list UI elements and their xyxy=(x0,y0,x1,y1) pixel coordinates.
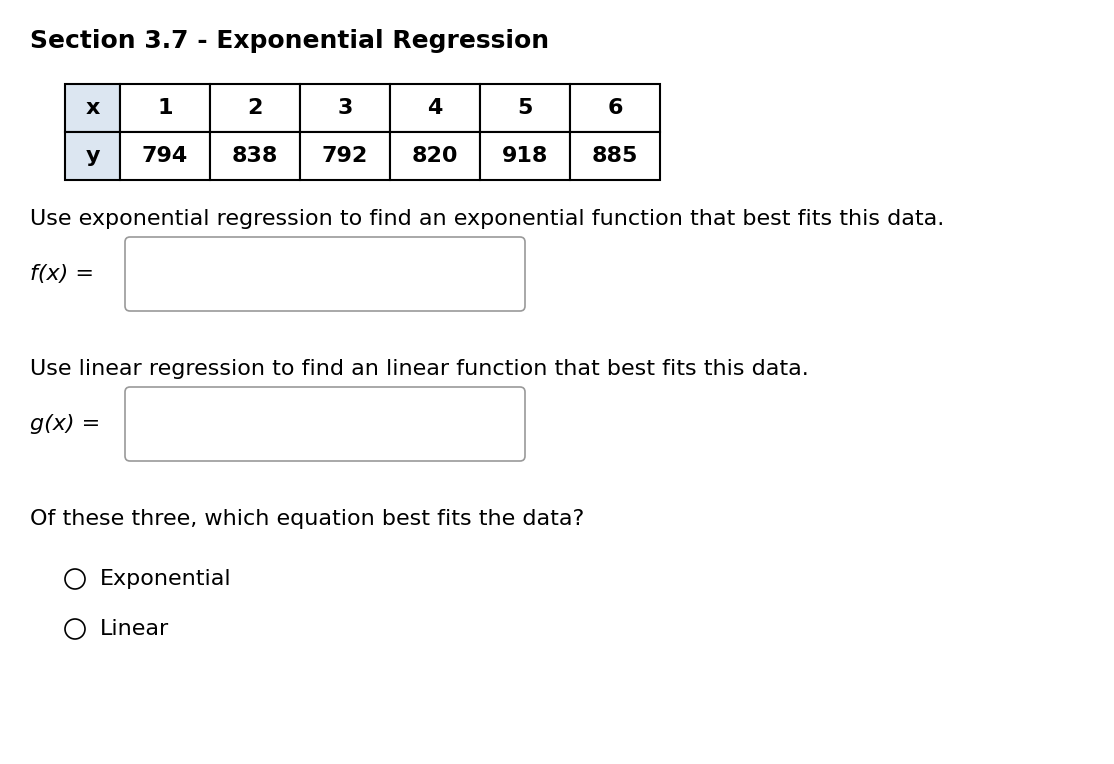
Bar xyxy=(570,132,659,180)
Bar xyxy=(390,132,480,180)
Text: x: x xyxy=(86,98,99,118)
Bar xyxy=(300,84,390,132)
Text: 885: 885 xyxy=(592,146,638,166)
Text: 4: 4 xyxy=(428,98,442,118)
Text: Section 3.7 - Exponential Regression: Section 3.7 - Exponential Regression xyxy=(30,29,549,53)
Text: Linear: Linear xyxy=(100,619,169,639)
Text: 918: 918 xyxy=(501,146,548,166)
FancyBboxPatch shape xyxy=(125,237,525,311)
Text: 3: 3 xyxy=(338,98,353,118)
Text: 794: 794 xyxy=(141,146,188,166)
Bar xyxy=(65,84,120,132)
Text: Use exponential regression to find an exponential function that best fits this d: Use exponential regression to find an ex… xyxy=(30,209,945,229)
Bar xyxy=(211,132,300,180)
Bar xyxy=(480,132,570,180)
Bar xyxy=(570,84,659,132)
Bar xyxy=(300,132,390,180)
Text: g(x) =: g(x) = xyxy=(30,414,100,434)
Text: Use linear regression to find an linear function that best fits this data.: Use linear regression to find an linear … xyxy=(30,359,809,379)
Bar xyxy=(120,84,211,132)
Text: 838: 838 xyxy=(232,146,278,166)
Text: 1: 1 xyxy=(157,98,173,118)
Text: 6: 6 xyxy=(607,98,623,118)
Text: f(x) =: f(x) = xyxy=(30,264,94,284)
Text: y: y xyxy=(86,146,100,166)
Text: Exponential: Exponential xyxy=(100,569,232,589)
Bar xyxy=(390,84,480,132)
Bar xyxy=(211,84,300,132)
Text: 2: 2 xyxy=(247,98,263,118)
Text: 820: 820 xyxy=(412,146,458,166)
Bar xyxy=(120,132,211,180)
FancyBboxPatch shape xyxy=(125,387,525,461)
Bar xyxy=(65,132,120,180)
Bar xyxy=(480,84,570,132)
Text: 792: 792 xyxy=(322,146,368,166)
Text: Of these three, which equation best fits the data?: Of these three, which equation best fits… xyxy=(30,509,584,529)
Text: 5: 5 xyxy=(517,98,532,118)
